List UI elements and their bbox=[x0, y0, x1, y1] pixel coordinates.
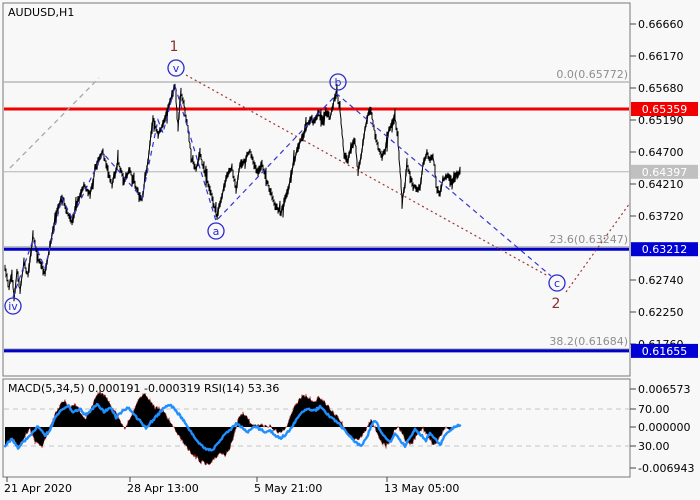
time-axis-label: 13 May 05:00 bbox=[384, 482, 459, 495]
indicator-axis-label: 30.00 bbox=[638, 440, 670, 453]
price-badge bbox=[631, 242, 698, 257]
price-axis-label: 0.64210 bbox=[638, 178, 684, 191]
price-badge-value: 0.63212 bbox=[642, 243, 688, 256]
price-axis-label: 0.62740 bbox=[638, 274, 684, 287]
wave-label-v: v bbox=[173, 62, 180, 75]
wave-label-1: 1 bbox=[170, 39, 179, 55]
rsi-line bbox=[3, 402, 462, 452]
price-badge-value: 0.61655 bbox=[642, 345, 688, 358]
time-axis-label: 21 Apr 2020 bbox=[4, 482, 72, 495]
wave-label-b: b bbox=[335, 76, 342, 89]
time-axis-label: 5 May 21:00 bbox=[254, 482, 322, 495]
indicator-pane-frame bbox=[2, 378, 631, 478]
price-badge bbox=[631, 164, 698, 179]
indicator-axis-label: -0.006943 bbox=[638, 462, 694, 475]
price-axis-label: 0.64700 bbox=[638, 146, 684, 159]
wave-zigzag-dashed bbox=[12, 83, 552, 298]
price-axis-label: 0.65190 bbox=[638, 114, 684, 127]
channel-dashed bbox=[9, 77, 100, 169]
symbol-title: AUDUSD,H1 bbox=[8, 6, 74, 19]
price-badge bbox=[631, 102, 698, 116]
wave-circle-c bbox=[548, 274, 566, 292]
wave-circle-a bbox=[207, 222, 225, 240]
price-axis-label: 0.66660 bbox=[638, 18, 684, 31]
wave-circle-b bbox=[329, 73, 347, 91]
wave-label-a: a bbox=[213, 225, 220, 238]
level-lines-layer bbox=[4, 81, 629, 353]
price-axis-label: 0.66170 bbox=[638, 50, 684, 63]
indicator-axis-label: 0.006573 bbox=[638, 383, 691, 396]
fib-label: 23.6(0.63247) bbox=[549, 233, 628, 246]
projection-up-dotted bbox=[565, 202, 631, 293]
price-axis-label: 0.63720 bbox=[638, 210, 684, 223]
price-pane-frame bbox=[2, 2, 631, 377]
projection-down-dotted bbox=[185, 74, 549, 277]
price-badge bbox=[631, 343, 698, 358]
axes-layer: 0.66660 0.66170 0.65680 0.65190 0.64700 0.642… bbox=[4, 18, 698, 495]
indicator-axis-label: 0.000000 bbox=[638, 421, 691, 434]
indicator-axis-label: 70.00 bbox=[638, 403, 670, 416]
price-series bbox=[4, 83, 461, 302]
indicator-caption: MACD(5,34,5) 0.000191 -0.000319 RSI(14) … bbox=[8, 382, 279, 395]
wave-label-iv: iv bbox=[8, 300, 18, 313]
wave-circle-v bbox=[167, 59, 185, 77]
wave-circle-iv bbox=[4, 297, 22, 315]
wave-label-2: 2 bbox=[552, 296, 561, 312]
wave-labels-layer: iv v 1 a b c 2 bbox=[4, 39, 566, 315]
macd-layer bbox=[3, 388, 462, 467]
price-badge-value: 0.64397 bbox=[642, 166, 688, 179]
fib-label: 38.2(0.61684) bbox=[549, 335, 628, 348]
wave-lines-layer bbox=[9, 74, 631, 298]
price-axis-label: 0.65680 bbox=[638, 82, 684, 95]
wave-label-c: c bbox=[554, 277, 560, 290]
price-axis-label: 0.62250 bbox=[638, 306, 684, 319]
time-axis-label: 28 Apr 13:00 bbox=[127, 482, 199, 495]
price-badge-value: 0.65359 bbox=[642, 103, 688, 116]
fib-label: 0.0(0.65772) bbox=[556, 68, 628, 81]
price-series-layer bbox=[4, 83, 461, 302]
